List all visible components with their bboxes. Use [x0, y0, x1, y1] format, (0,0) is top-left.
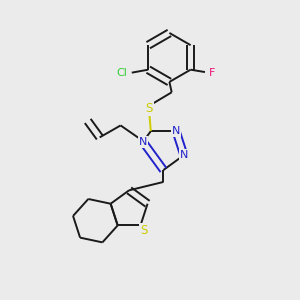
Text: N: N: [172, 126, 180, 136]
Text: Cl: Cl: [117, 68, 128, 78]
Text: S: S: [140, 224, 148, 237]
Text: N: N: [139, 137, 147, 147]
Text: S: S: [146, 102, 153, 115]
Text: F: F: [209, 68, 215, 78]
Text: N: N: [180, 150, 188, 160]
